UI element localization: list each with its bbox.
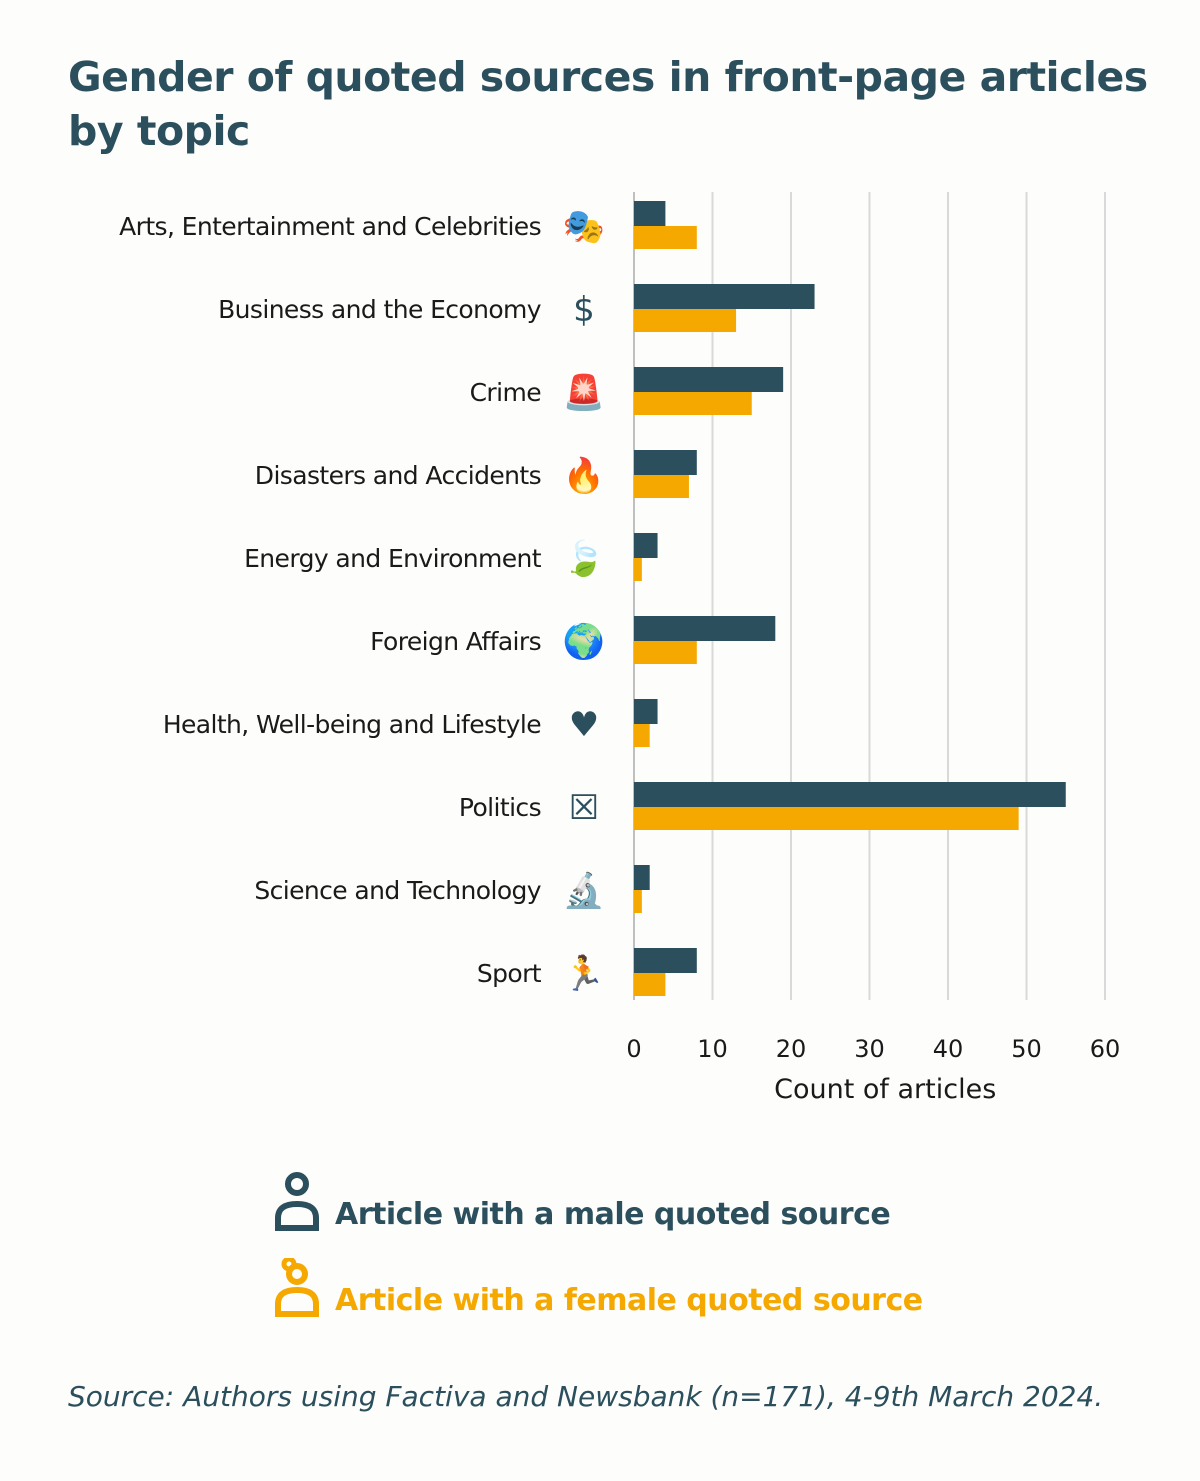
- bar-male: [634, 284, 815, 309]
- bar-female: [634, 973, 666, 996]
- runner-icon: 🏃: [563, 954, 605, 994]
- x-axis-label: Count of articles: [774, 1074, 996, 1105]
- bar-female: [634, 890, 642, 913]
- category-label: Crime: [470, 378, 542, 407]
- category-label: Business and the Economy: [218, 295, 542, 324]
- legend-label-female: Article with a female quoted source: [335, 1283, 923, 1318]
- bar-female: [634, 558, 642, 581]
- bar-female: [634, 475, 689, 498]
- bar-female: [634, 641, 697, 664]
- category-label: Foreign Affairs: [370, 627, 541, 656]
- category-label: Health, Well-being and Lifestyle: [163, 710, 541, 739]
- legend-label-male: Article with a male quoted source: [335, 1197, 891, 1232]
- bar-female: [634, 226, 697, 249]
- x-tick-label: 10: [697, 1035, 728, 1063]
- siren-icon: 🚨: [563, 373, 605, 413]
- category-label: Science and Technology: [254, 876, 541, 905]
- globe-flags-icon: 🌍: [563, 622, 605, 662]
- x-tick-label: 30: [854, 1035, 885, 1063]
- bar-female: [634, 309, 737, 332]
- money-stack-icon: $: [573, 290, 595, 330]
- x-tick-label: 20: [776, 1035, 807, 1063]
- bar-male: [634, 533, 658, 558]
- leaf-icon: 🍃: [563, 538, 605, 579]
- bar-male: [634, 616, 776, 641]
- source-note: Source: Authors using Factiva and Newsba…: [68, 1380, 1104, 1413]
- x-tick-label: 60: [1090, 1035, 1121, 1063]
- chart-title: Gender of quoted sources in front-page a…: [68, 53, 1148, 155]
- ballot-box-icon: ☒: [569, 788, 599, 828]
- microscope-icon: 🔬: [563, 870, 605, 911]
- category-label: Politics: [459, 793, 541, 822]
- category-label: Sport: [477, 959, 542, 988]
- male-person-icon: [275, 1172, 319, 1231]
- fire-icon: 🔥: [563, 456, 605, 496]
- female-person-icon: [275, 1258, 319, 1317]
- bar-male: [634, 699, 658, 724]
- category-label: Arts, Entertainment and Celebrities: [119, 212, 541, 241]
- bar-male: [634, 450, 697, 475]
- bar-male: [634, 948, 697, 973]
- bar-female: [634, 724, 650, 747]
- x-tick-label: 40: [933, 1035, 964, 1063]
- bar-female: [634, 392, 752, 415]
- bar-male: [634, 367, 784, 392]
- bar-male: [634, 782, 1066, 807]
- theater-icon: 🎭: [563, 207, 605, 247]
- x-tick-label: 50: [1011, 1035, 1042, 1063]
- legend-item-female: Article with a female quoted source: [275, 1258, 923, 1318]
- x-tick-label: 0: [626, 1035, 641, 1063]
- category-label: Energy and Environment: [244, 544, 542, 573]
- bar-male: [634, 865, 650, 890]
- heart-plus-icon: ♥: [569, 705, 599, 745]
- bar-chart: 0 10 20 30 40 50 60 Count of articles Arts, Ente…: [119, 192, 1121, 1105]
- category-label: Disasters and Accidents: [255, 461, 541, 490]
- bar-female: [634, 807, 1019, 830]
- legend-item-male: Article with a male quoted source: [275, 1172, 891, 1232]
- bar-male: [634, 201, 666, 226]
